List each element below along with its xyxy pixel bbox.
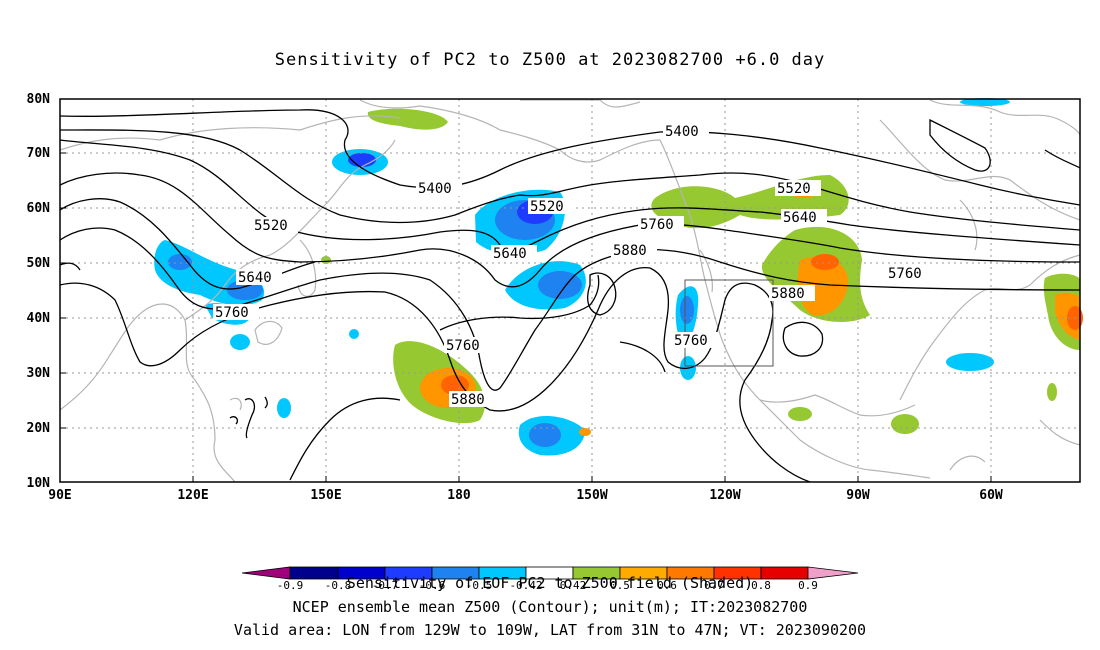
contour-label: 5760 (674, 333, 708, 349)
contour-labels: 5400 5400 5520 5520 5520 5640 5640 5640 … (213, 123, 932, 408)
colorbar-tick: 0.9 (798, 579, 818, 592)
lat-label: 20N (27, 421, 51, 436)
contour-label: 5760 (640, 217, 674, 233)
lat-label: 30N (27, 366, 51, 381)
lon-label: 60W (979, 488, 1003, 503)
colorbar-tick: 0.5 (610, 579, 630, 592)
contour-label: 5760 (888, 266, 922, 282)
contour-label: 5880 (613, 243, 647, 259)
colorbar-tick: -0.5 (466, 579, 493, 592)
lat-label: 10N (27, 476, 51, 491)
colorbar-tick: -0.6 (419, 579, 446, 592)
colorbar-tick: 0.42 (560, 579, 587, 592)
lat-label: 70N (27, 146, 51, 161)
contour-label: 5640 (783, 210, 817, 226)
contour-label: 5760 (446, 338, 480, 354)
lon-label: 150E (310, 488, 341, 503)
lon-label: 180 (447, 488, 471, 503)
contour-label: 5400 (418, 181, 452, 197)
lon-label: 90W (846, 488, 870, 503)
lat-label: 80N (27, 92, 51, 107)
lat-labels: 10N 20N 30N 40N 50N 60N 70N 80N (27, 92, 51, 491)
lon-label: 150W (576, 488, 607, 503)
colorbar-tick: -0.7 (372, 579, 399, 592)
contour-label: 5400 (665, 124, 699, 140)
lon-label: 90E (48, 488, 71, 503)
contour-label: 5880 (771, 286, 805, 302)
valid-area-box (684, 279, 774, 367)
lon-labels: 90E 120E 150E 180 150W 120W 90W 60W (48, 488, 1003, 503)
lat-label: 40N (27, 311, 51, 326)
colorbar: -0.9 -0.8 -0.7 -0.6 -0.5 -0.42 0.42 0.5 … (241, 566, 859, 592)
contour-label: 5640 (493, 246, 527, 262)
contour-label: 5880 (451, 392, 485, 408)
footer-contour-caption: NCEP ensemble mean Z500 (Contour); unit(… (292, 598, 808, 616)
colorbar-tick: -0.42 (509, 579, 542, 592)
footer-shaded-caption: Sensitivity of EOF PC2 to Z500 field (Sh… (346, 574, 754, 592)
contour-label: 5520 (777, 181, 811, 197)
map-frame (59, 98, 1081, 483)
colorbar-tick: 0.7 (704, 579, 724, 592)
colorbar-max-arrow (807, 566, 859, 580)
lat-label: 50N (27, 256, 51, 271)
colorbar-tick: 0.8 (751, 579, 771, 592)
lat-label: 60N (27, 201, 51, 216)
colorbar-tick: 0.6 (657, 579, 677, 592)
contour-label: 5520 (254, 218, 288, 234)
footer-valid-area-caption: Valid area: LON from 129W to 109W, LAT f… (233, 621, 867, 639)
lon-label: 120W (709, 488, 740, 503)
colorbar-tick: -0.9 (277, 579, 304, 592)
chart-title: Sensitivity of PC2 to Z500 at 2023082700… (274, 50, 826, 70)
lon-label: 120E (177, 488, 208, 503)
contour-label: 5520 (530, 199, 564, 215)
colorbar-tick: -0.8 (325, 579, 352, 592)
contour-label: 5760 (215, 305, 249, 321)
coastlines (59, 99, 1081, 483)
contour-label: 5640 (238, 270, 272, 286)
axis-ticks (60, 98, 992, 482)
